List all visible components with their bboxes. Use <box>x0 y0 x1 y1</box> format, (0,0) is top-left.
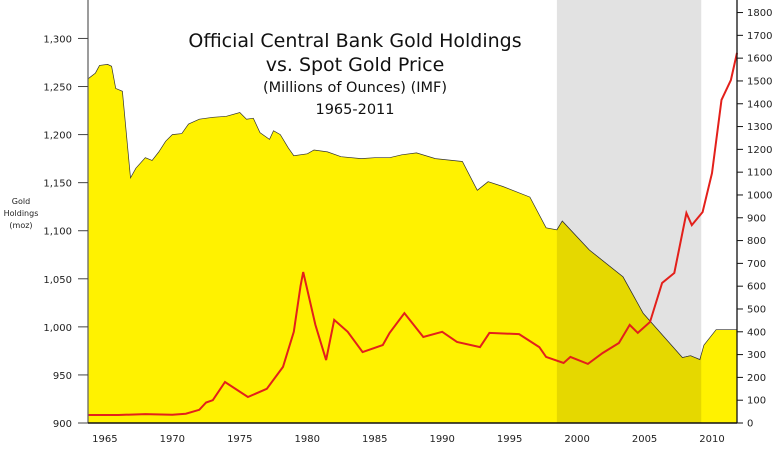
y-right-tick-label: 1500 <box>747 76 772 87</box>
y-left-tick-label: 900 <box>53 419 72 430</box>
x-tick-label: 2005 <box>632 434 657 445</box>
chart-subtitle-units: (Millions of Ounces) (IMF) <box>263 80 447 96</box>
y-right-tick-label: 900 <box>747 213 766 224</box>
y-axis-label-line1: Gold <box>12 197 30 206</box>
chart-subtitle: vs. Spot Gold Price <box>266 54 445 76</box>
y-left-tick-label: 1,250 <box>43 83 72 94</box>
y-left-tick-label: 1,050 <box>43 275 72 286</box>
y-right-tick-label: 1800 <box>747 8 772 19</box>
y-right-tick-label: 1000 <box>747 190 772 201</box>
x-tick-label: 2000 <box>564 434 589 445</box>
y-right-tick-label: 700 <box>747 259 766 270</box>
y-right-tick-label: 600 <box>747 282 766 293</box>
y-right-tick-label: 500 <box>747 304 766 315</box>
x-tick-label: 1995 <box>497 434 522 445</box>
chart-subtitle-years: 1965-2011 <box>315 102 394 118</box>
y-left-tick-label: 950 <box>53 371 72 382</box>
x-tick-label: 1975 <box>227 434 252 445</box>
y-right-tick-label: 1400 <box>747 99 772 110</box>
y-left-tick-label: 1,100 <box>43 227 72 238</box>
y-right-tick-label: 1100 <box>747 168 772 179</box>
y-right-tick-label: 800 <box>747 236 766 247</box>
y-left-tick-label: 1,150 <box>43 179 72 190</box>
y-left-tick-label: 1,200 <box>43 131 72 142</box>
y-right-tick-label: 100 <box>747 396 766 407</box>
x-tick-label: 2010 <box>699 434 724 445</box>
y-right-tick-label: 400 <box>747 327 766 338</box>
y-left-tick-label: 1,000 <box>43 323 72 334</box>
x-tick-label: 1965 <box>92 434 117 445</box>
y-axis-label-line2: Holdings <box>4 209 39 218</box>
x-tick-label: 1980 <box>295 434 320 445</box>
y-right-tick-label: 0 <box>747 419 753 430</box>
y-right-tick-label: 1700 <box>747 31 772 42</box>
y-left-tick-label: 1,300 <box>43 34 72 45</box>
holdings-area-shaded <box>556 220 702 423</box>
y-right-tick-label: 1300 <box>747 122 772 133</box>
y-right-tick-label: 1200 <box>747 145 772 156</box>
y-right-tick-label: 1600 <box>747 54 772 65</box>
chart-title: Official Central Bank Gold Holdings <box>188 30 521 52</box>
y-right-tick-label: 300 <box>747 350 766 361</box>
y-right-tick-label: 200 <box>747 373 766 384</box>
x-tick-label: 1970 <box>160 434 185 445</box>
price-line <box>88 52 738 416</box>
y-axis-label-line3: (moz) <box>9 221 32 230</box>
x-tick-label: 1990 <box>429 434 454 445</box>
x-tick-label: 1985 <box>362 434 387 445</box>
